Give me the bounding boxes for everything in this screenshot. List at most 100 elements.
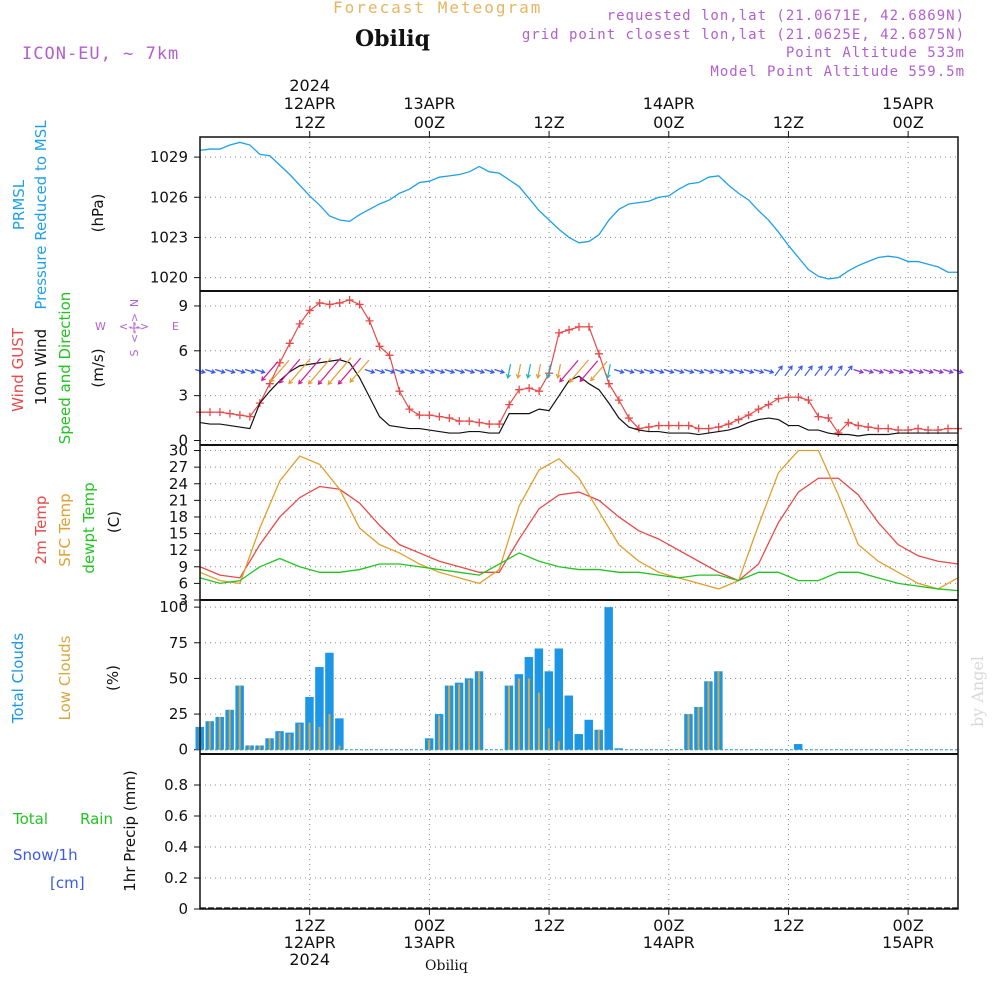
wind-arrow-head (479, 369, 486, 375)
wind-arrow-head (948, 369, 954, 375)
wind-arrow (883, 368, 894, 374)
low-cloud-bar (248, 745, 251, 750)
low-cloud-bar (468, 679, 471, 750)
wind-arrow-head (788, 365, 793, 371)
x-tick-label-bottom: 12Z (294, 916, 325, 935)
wind-arrow (494, 368, 505, 374)
wind-arrow-head (525, 373, 531, 380)
temp-line-dew (199, 552, 959, 592)
y-tick-label: 21 (169, 491, 188, 509)
low-cloud-bar (438, 715, 441, 750)
gust-label: Wind GUST (9, 327, 27, 412)
gust-marker (684, 421, 693, 430)
low-cloud-bar (228, 709, 231, 750)
wind-arrow-head (545, 373, 551, 380)
wind-arrow (308, 357, 332, 385)
wind-arrow (559, 359, 579, 383)
wind-arrow-head (739, 369, 745, 375)
wind-arrow (903, 368, 914, 374)
x-date-label-top: 13APR (403, 94, 455, 113)
wind-arrow (774, 365, 783, 377)
wind-arrow-head (868, 369, 875, 375)
wind-arrow (893, 368, 904, 374)
wind-arrow-head (619, 369, 625, 375)
gust-marker (555, 328, 564, 337)
gust-marker (854, 421, 863, 430)
x-tick-label-bottom: 12Z (533, 916, 564, 935)
pressure-line (199, 141, 958, 280)
wind-arrow (633, 368, 644, 374)
x-tick-label-top: 12Z (533, 113, 564, 132)
gust-marker (884, 424, 893, 433)
wind-arrow-head (759, 369, 765, 375)
low-cloud-bar (258, 745, 261, 750)
low-cloud-bar (478, 671, 481, 750)
wind-arrow (234, 368, 245, 374)
wind-arrow (723, 368, 734, 374)
gust-marker (325, 300, 334, 309)
gust-marker (535, 387, 544, 396)
y-tick-label: 15 (169, 525, 188, 543)
total-cloud-bar (554, 648, 564, 750)
y-tick-label: 12 (169, 541, 188, 559)
low-cloud-bar (428, 739, 431, 750)
low-cloud-bar (208, 721, 211, 750)
wind-arrow (568, 359, 590, 383)
wind-arrow-head (559, 377, 564, 383)
wind-arrow (753, 368, 764, 374)
wind-arrow (824, 365, 833, 377)
total-clouds-label: Total Clouds (9, 633, 27, 725)
wind-arrow (517, 364, 522, 378)
gust-marker (724, 420, 733, 429)
wind-arrow-head (250, 369, 256, 375)
low-cloud-bar (527, 678, 530, 750)
wind-arrow-head (555, 373, 561, 380)
gust-marker (874, 424, 883, 433)
precip-snow-label: Snow/1h (13, 846, 78, 864)
wind-arrow (763, 368, 774, 374)
wind-arrow-head (699, 369, 705, 375)
wind-arrow-head (749, 369, 755, 375)
wind-arrow-head (390, 369, 396, 375)
wind-arrow-head (420, 369, 426, 375)
wind-arrow (298, 357, 322, 385)
gust-marker (824, 414, 833, 423)
compass-w: W (95, 320, 106, 333)
wind-arrow-head (689, 369, 695, 375)
wind-arrow-head (220, 369, 226, 375)
y-tick-label: 9 (178, 297, 188, 315)
temp-line-sfc (199, 449, 959, 590)
y-tick-label: 1023 (150, 228, 188, 246)
wind-arrow-head (410, 369, 416, 375)
wind-arrow (844, 365, 853, 377)
temp-line-2m (199, 477, 959, 582)
low-cloud-bar (557, 741, 560, 750)
low-cloud-bar (268, 738, 271, 750)
total-cloud-bar (335, 718, 344, 750)
wind-arrow-head (288, 379, 293, 385)
x-tick-label-top: 00Z (653, 113, 684, 132)
x-date-label-bottom: 14APR (643, 933, 695, 952)
gust-marker (235, 411, 244, 420)
low-cloud-bar (458, 684, 461, 750)
wind-arrow (933, 368, 943, 374)
wind-arrow (804, 365, 813, 377)
total-cloud-bar (584, 719, 593, 750)
wind-arrow-head (470, 369, 476, 375)
gust-marker (575, 322, 583, 331)
wind-arrow-head (460, 369, 466, 375)
x-tick-label-bottom: 00Z (414, 916, 445, 935)
wind-arrow (613, 368, 624, 374)
y-tick-label: 1020 (150, 269, 188, 287)
wind-arrow (414, 368, 425, 374)
wind-arrow (863, 368, 874, 374)
wind-arrow (338, 357, 362, 385)
low-clouds-label: Low Clouds (56, 635, 74, 720)
gust-marker (644, 423, 653, 432)
x-tick-label-top: 12Z (773, 113, 804, 132)
wind-arrow (454, 368, 465, 374)
low-cloud-bar (697, 706, 700, 750)
wind-arrow (364, 368, 375, 374)
y-tick-label: 0.4 (164, 838, 188, 856)
